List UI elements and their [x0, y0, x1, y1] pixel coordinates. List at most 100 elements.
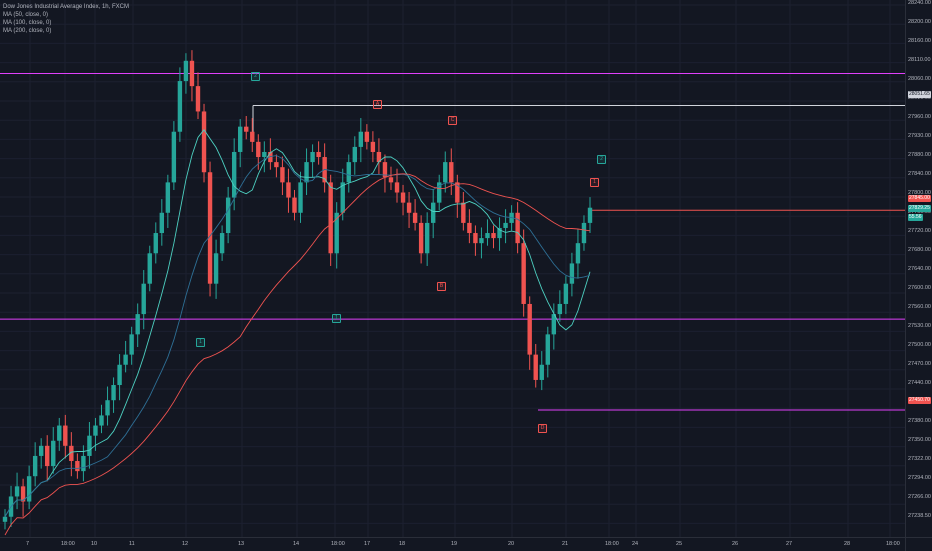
price-tick: 28060.00 — [908, 76, 931, 82]
candle-body — [87, 435, 92, 456]
time-tick: 27 — [786, 541, 793, 547]
candle-body — [225, 197, 231, 234]
candle-body — [238, 126, 243, 152]
price-tick: 27350.00 — [908, 437, 931, 443]
wave-label: B — [437, 282, 446, 291]
price-axis[interactable]: 28240.00 28200.00 28160.00 28110.00 28060.00… — [905, 0, 932, 537]
candle-body — [557, 303, 563, 315]
candle-body — [437, 182, 442, 203]
indicator-ma100[interactable]: MA (100, close, 0) — [3, 20, 52, 26]
time-tick: 12 — [182, 541, 189, 547]
price-tick: 27238.50 — [908, 513, 931, 519]
candle-body — [521, 243, 526, 304]
candle-body — [527, 303, 532, 355]
time-tick: 14 — [293, 541, 300, 547]
candle-body — [51, 440, 56, 467]
candle-body — [515, 212, 520, 244]
time-tick: 18:00 — [605, 541, 619, 547]
candle-body — [38, 445, 44, 456]
plot-area[interactable]: Dow Jones Industrial Average Index, 1h, … — [0, 0, 905, 537]
price-tick: 28200.00 — [908, 19, 931, 25]
price-tick: 27380.00 — [908, 418, 931, 424]
candle-body — [159, 212, 165, 234]
candle-body — [274, 162, 279, 168]
wave-label: 2 — [597, 155, 606, 164]
price-tick: 27600.00 — [908, 285, 931, 291]
wave-label: C — [448, 116, 457, 125]
price-chart[interactable] — [0, 0, 905, 537]
candle-body — [575, 243, 581, 264]
candle-body — [57, 425, 62, 441]
price-tick: 27266.00 — [908, 494, 931, 500]
price-tick: 27640.00 — [908, 266, 931, 272]
price-tick: 28010.00 — [908, 95, 931, 101]
candle-body — [81, 455, 86, 472]
candle-body — [352, 146, 357, 163]
candle-body — [394, 182, 400, 193]
candle-body — [485, 233, 490, 239]
candle-body — [244, 126, 249, 132]
candle-body — [503, 222, 508, 228]
candle-body — [117, 364, 122, 386]
price-tick: 27560.00 — [908, 304, 931, 310]
candle-body — [141, 283, 146, 315]
candle-body — [129, 334, 134, 355]
candle-body — [539, 364, 544, 380]
candle-body — [195, 86, 201, 112]
candle-body — [473, 233, 478, 244]
candle-body — [177, 81, 183, 132]
candle-body — [412, 212, 418, 223]
chart-title: Dow Jones Industrial Average Index, 1h, … — [3, 4, 129, 10]
candle-body — [20, 486, 26, 502]
candle-body — [147, 253, 152, 284]
price-tick: 27960.00 — [908, 114, 931, 120]
price-tick: 28110.00 — [908, 57, 931, 63]
price-tick: 27500.00 — [908, 342, 931, 348]
candle-body — [310, 151, 315, 163]
candle-body — [551, 314, 557, 335]
price-tick: 27440.00 — [908, 380, 931, 386]
price-tick: 27322.00 — [908, 456, 931, 462]
wave-label: A — [373, 100, 382, 109]
candle-body — [292, 197, 297, 213]
candle-body — [256, 141, 261, 158]
candle-body — [418, 222, 424, 254]
candle-body — [171, 131, 177, 183]
price-tick: 28160.00 — [908, 38, 931, 44]
candle-body — [328, 182, 333, 254]
indicator-ma50[interactable]: MA (50, close, 0) — [3, 12, 49, 18]
candle-body — [424, 222, 430, 254]
time-tick: 20 — [508, 541, 515, 547]
candle-body — [135, 314, 140, 335]
time-tick: 25 — [676, 541, 683, 547]
candle-body — [533, 354, 538, 380]
candle-body — [183, 60, 189, 82]
candle-body — [207, 172, 213, 284]
price-tick: 27530.00 — [908, 323, 931, 329]
candle-body — [99, 415, 104, 426]
time-axis[interactable]: 7 18:00 10 11 12 13 14 18:00 17 18 19 20 21 18:00 24 25… — [0, 537, 905, 551]
candle-body — [467, 222, 472, 234]
price-tag: 27829.25 — [908, 205, 931, 212]
candle-body — [268, 151, 273, 163]
candle-body — [63, 425, 68, 446]
indicator-ma200[interactable]: MA (200, close, 0) — [3, 28, 52, 34]
time-tick: 18 — [399, 541, 406, 547]
price-tick: 27880.00 — [908, 152, 931, 158]
price-tick: 27680.00 — [908, 247, 931, 253]
candle-body — [280, 167, 285, 183]
time-tick: 24 — [632, 541, 639, 547]
time-tick: 28 — [844, 541, 851, 547]
candle-body — [587, 207, 593, 223]
ma50-line — [4, 129, 591, 517]
candle-body — [364, 131, 370, 142]
price-tick: 27760.00 — [908, 209, 931, 215]
candle-body — [213, 253, 219, 284]
candle-body — [14, 486, 20, 497]
time-tick: 18:00 — [331, 541, 345, 547]
candle-body — [491, 233, 496, 239]
price-tag: 28051.65 — [908, 91, 931, 98]
candle-body — [340, 182, 345, 213]
wave-label: 1 — [590, 178, 599, 187]
